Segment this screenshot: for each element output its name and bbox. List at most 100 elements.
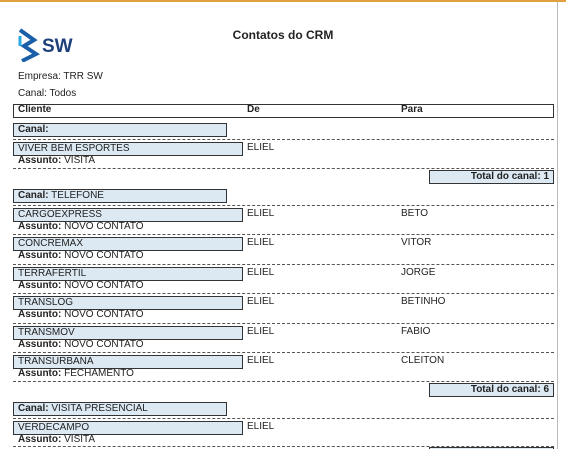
text: ELIEL <box>247 142 275 153</box>
text: VISITA <box>64 433 96 445</box>
text: Total do canal: <box>470 170 541 182</box>
report-title: Contatos do CRM <box>232 28 334 42</box>
text: Canal: <box>18 124 49 135</box>
de: ELIEL <box>247 420 274 434</box>
logo-text: SW <box>42 36 73 57</box>
column-label: Para <box>401 103 423 117</box>
text: NOVO CONTATO <box>64 309 144 320</box>
text: TRANSLOG <box>18 297 74 308</box>
separator <box>13 263 554 265</box>
canal-box: Canal: <box>13 123 227 137</box>
text: TELEFONE <box>51 189 104 201</box>
text: Cliente <box>18 104 52 115</box>
para: JORGE <box>401 266 435 280</box>
text: TRANSMOV <box>18 326 75 338</box>
assunto: Assunto: VISITA <box>18 433 95 447</box>
total-box <box>429 447 554 449</box>
text: VISITA PRESENCIAL <box>51 402 148 414</box>
cliente-box: TRANSURBANA <box>13 355 243 369</box>
canal-box: Canal: TELEFONE <box>13 188 227 203</box>
separator <box>13 446 554 447</box>
cliente-box: TRANSMOV <box>13 325 243 340</box>
text: Canal: <box>18 402 49 414</box>
column-header <box>13 104 554 118</box>
text: Assunto: <box>18 433 62 445</box>
total-box: Total do canal: 6 <box>429 382 554 397</box>
cliente-box: CONCREMAX <box>13 237 243 251</box>
de: ELIEL <box>247 354 274 368</box>
text: NOVO CONTATO <box>64 279 144 291</box>
text: TERRAFÉRTIL <box>18 267 87 279</box>
text: Assunto: <box>18 338 62 350</box>
column-label: De <box>247 103 260 117</box>
text: 1 <box>543 170 549 182</box>
text: ELIEL <box>247 325 275 337</box>
separator <box>13 322 554 324</box>
de: ELIEL <box>247 295 274 309</box>
separator <box>13 139 554 140</box>
filter: Canal: Todos <box>18 87 76 101</box>
text: BETO <box>401 207 429 219</box>
cliente-box: TERRAFÉRTIL <box>13 266 243 281</box>
text: ELIEL <box>247 296 275 307</box>
canal-box: Canal: VISITA PRESENCIAL <box>13 401 227 416</box>
para: CLEITON <box>401 354 444 368</box>
text: ELIEL <box>247 420 275 432</box>
assunto: Assunto: NOVO CONTATO <box>18 279 144 293</box>
text: VERDECAMPO <box>18 421 90 433</box>
separator <box>13 167 554 169</box>
text: Assunto: <box>18 155 62 166</box>
text: Assunto: <box>18 368 62 379</box>
text: Assunto: <box>18 220 62 232</box>
total-box: Total do canal: 1 <box>429 169 554 184</box>
assunto: Assunto: NOVO CONTATO <box>18 220 144 234</box>
assunto: Assunto: FECHAMENTO <box>18 367 134 381</box>
text: CONCREMAX <box>18 238 84 249</box>
de: ELIEL <box>247 141 274 155</box>
text: Assunto: <box>18 309 62 320</box>
logo-icon <box>18 28 40 62</box>
text: FABIO <box>401 325 431 337</box>
cliente-box: VERDECAMPO <box>13 420 243 435</box>
assunto: Assunto: NOVO CONTATO <box>18 249 144 263</box>
text: ELIEL <box>247 266 275 278</box>
separator <box>13 352 554 353</box>
text: TRANSURBANA <box>18 356 94 367</box>
text: NOVO CONTATO <box>64 250 144 261</box>
separator <box>13 417 554 419</box>
cliente-box: CARGOEXPRESS <box>13 207 243 222</box>
text: ELIEL <box>247 355 275 366</box>
text: Canal: <box>18 189 49 201</box>
text: ELIEL <box>247 237 275 248</box>
de: ELIEL <box>247 325 274 339</box>
text: VIVER BEM ESPORTES <box>18 143 130 154</box>
text: CLEITON <box>401 355 445 366</box>
separator <box>13 380 554 382</box>
text: BETINHO <box>401 296 446 307</box>
text: VISITA <box>64 155 96 166</box>
para: BETINHO <box>401 295 445 309</box>
text: ELIEL <box>247 207 275 219</box>
text: NOVO CONTATO <box>64 338 144 350</box>
assunto: Assunto: NOVO CONTATO <box>18 308 144 322</box>
text: VITOR <box>401 237 432 248</box>
text: Canal: <box>18 88 47 99</box>
text: Assunto: <box>18 279 62 291</box>
text: De <box>247 104 260 115</box>
text: NOVO CONTATO <box>64 220 144 232</box>
de: ELIEL <box>247 266 274 280</box>
separator <box>13 234 554 235</box>
text: Assunto: <box>18 250 62 261</box>
text: Empresa: <box>18 71 61 82</box>
text: Todos <box>49 88 77 99</box>
de: ELIEL <box>247 236 274 250</box>
text: 6 <box>543 383 549 395</box>
text: FECHAMENTO <box>64 368 134 379</box>
assunto: Assunto: VISITA <box>18 154 95 168</box>
text: Total do canal: <box>470 383 541 395</box>
separator <box>13 293 554 294</box>
text: TRR SW <box>63 71 103 82</box>
column-label: Cliente <box>18 103 51 117</box>
para: BETO <box>401 207 428 221</box>
